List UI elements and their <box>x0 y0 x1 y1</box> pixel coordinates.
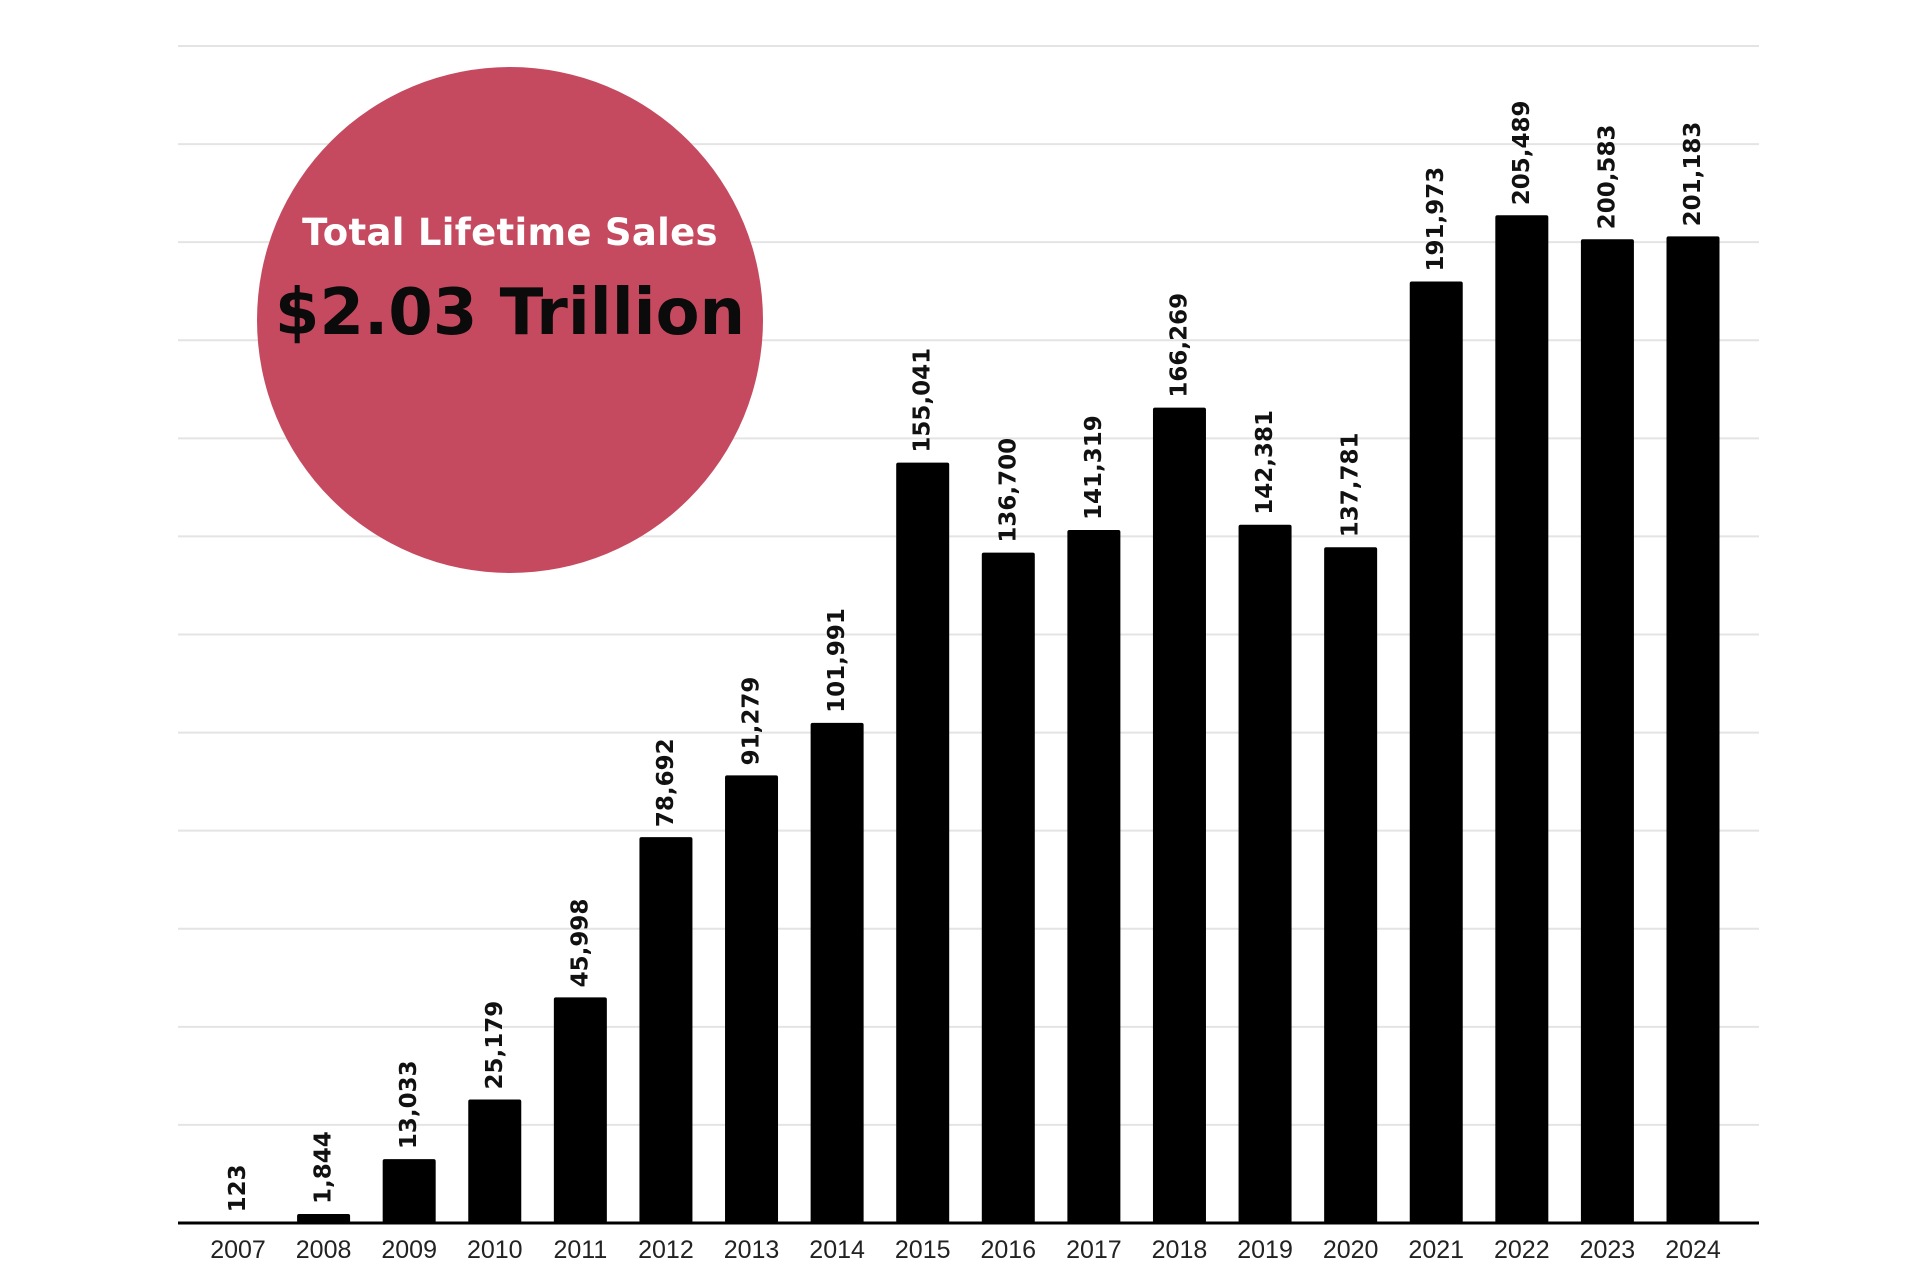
bar-2020 <box>1324 547 1378 1223</box>
x-tick-2022: 2022 <box>1494 1236 1550 1264</box>
bar-2023 <box>1580 239 1634 1223</box>
bar-2024 <box>1666 236 1720 1223</box>
bar-2021 <box>1409 281 1463 1223</box>
x-tick-2023: 2023 <box>1580 1236 1636 1264</box>
bar-2011 <box>553 997 607 1223</box>
data-label-2023: 200,583 <box>1594 125 1620 230</box>
data-label-2016: 136,700 <box>995 438 1021 543</box>
bar-2009 <box>382 1159 436 1223</box>
bar-2013 <box>725 775 779 1223</box>
x-tick-2009: 2009 <box>381 1236 437 1264</box>
x-tick-2015: 2015 <box>895 1236 951 1264</box>
bar-2016 <box>981 552 1035 1223</box>
data-label-2015: 155,041 <box>910 348 936 453</box>
x-tick-2014: 2014 <box>809 1236 865 1264</box>
x-tick-2020: 2020 <box>1323 1236 1379 1264</box>
x-tick-2017: 2017 <box>1066 1236 1122 1264</box>
data-label-2018: 166,269 <box>1166 293 1192 398</box>
x-axis-tick-labels: 2007 2008 2009 2010 2011 2012 2013 2014 2015 2016… <box>210 1236 1721 1264</box>
total-sales-callout: Total Lifetime Sales $2.03 Trillion <box>257 67 763 573</box>
data-label-2007: 123 <box>225 1164 251 1212</box>
data-label-2020: 137,781 <box>1338 433 1364 538</box>
x-tick-2018: 2018 <box>1152 1236 1208 1264</box>
data-label-2013: 91,279 <box>739 677 765 766</box>
bar-2018 <box>1152 407 1206 1223</box>
x-tick-2019: 2019 <box>1237 1236 1293 1264</box>
bar-2014 <box>810 722 864 1223</box>
data-label-2024: 201,183 <box>1680 122 1706 227</box>
data-label-2011: 45,998 <box>567 899 593 988</box>
x-tick-2013: 2013 <box>724 1236 780 1264</box>
data-label-2010: 25,179 <box>482 1001 508 1090</box>
callout-value: $2.03 Trillion <box>274 275 746 350</box>
bar-2008 <box>297 1213 351 1223</box>
data-label-2017: 141,319 <box>1081 415 1107 520</box>
data-label-2012: 78,692 <box>653 738 679 827</box>
bar-2022 <box>1495 215 1549 1224</box>
data-label-2008: 1,844 <box>311 1131 337 1204</box>
x-tick-2016: 2016 <box>980 1236 1036 1264</box>
data-labels: 123 1,844 13,033 25,179 45,998 78,692 91,279 10… <box>225 100 1706 1212</box>
x-tick-2011: 2011 <box>553 1236 607 1264</box>
x-tick-2007: 2007 <box>210 1236 266 1264</box>
bar-2012 <box>639 837 693 1223</box>
bar-2010 <box>468 1099 522 1223</box>
x-tick-2021: 2021 <box>1408 1236 1464 1264</box>
data-label-2022: 205,489 <box>1509 100 1535 205</box>
bar-2017 <box>1067 529 1121 1223</box>
data-label-2019: 142,381 <box>1252 410 1278 515</box>
x-tick-2024: 2024 <box>1665 1236 1721 1264</box>
bar-2019 <box>1238 524 1292 1223</box>
x-tick-2012: 2012 <box>638 1236 694 1264</box>
data-label-2014: 101,991 <box>824 608 850 713</box>
x-tick-2010: 2010 <box>467 1236 523 1264</box>
callout-label: Total Lifetime Sales <box>302 210 718 254</box>
x-tick-2008: 2008 <box>296 1236 352 1264</box>
data-label-2021: 191,973 <box>1423 167 1449 272</box>
data-label-2009: 13,033 <box>396 1060 422 1149</box>
bar-2015 <box>896 462 950 1224</box>
bars <box>211 215 1720 1224</box>
